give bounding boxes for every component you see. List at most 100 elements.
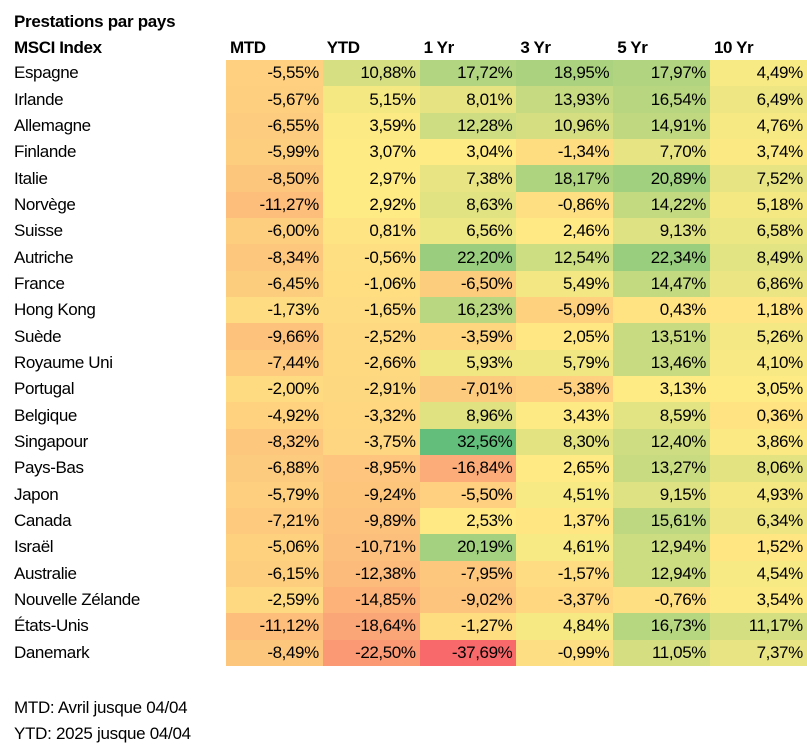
column-header: 10 Yr [713, 38, 754, 57]
country-label: Finlande [14, 142, 77, 162]
country-label: Irlande [14, 89, 64, 109]
heat-cell: -5,55% [226, 60, 323, 87]
heat-cell: 16,23% [419, 297, 517, 324]
heat-cell: 8,06% [709, 455, 807, 482]
heat-cell: 12,94% [613, 560, 710, 587]
country-label: Suisse [14, 221, 63, 241]
heat-cell: -9,66% [226, 323, 323, 350]
heat-cell: 3,43% [516, 402, 614, 429]
heat-cell: 14,47% [613, 270, 710, 298]
heat-cell: -9,02% [419, 586, 517, 614]
heat-cell: 6,86% [709, 270, 807, 298]
column-header: YTD [326, 38, 360, 57]
heat-cell: 1,37% [516, 507, 614, 535]
heat-cell: -22,50% [322, 639, 420, 666]
heat-cell: 1,18% [709, 297, 807, 324]
heat-cell: 22,34% [613, 244, 710, 271]
table-row: Australie -6,15% -12,38% -7,95% -1,57% 12,94%… [14, 560, 807, 587]
heat-cell: 5,79% [516, 349, 614, 377]
heat-cell: -1,65% [322, 297, 420, 324]
table-row: Royaume Uni -7,44% -2,66% 5,93% 5,79% 13,46% 4… [14, 349, 807, 377]
heat-cell: -5,09% [516, 297, 614, 324]
country-label: Suède [14, 326, 62, 346]
heat-cell: 16,73% [613, 613, 710, 640]
heat-cell: 0,36% [709, 402, 807, 429]
heat-cell: -9,24% [322, 481, 420, 508]
heat-cell: 7,37% [709, 639, 807, 666]
heat-cell: 14,22% [613, 191, 710, 219]
heat-cell: 3,04% [419, 139, 517, 166]
heat-cell: -14,85% [322, 586, 420, 614]
country-label: Israël [14, 537, 54, 557]
heat-cell: 3,59% [322, 112, 420, 140]
heat-cell: -8,34% [226, 244, 323, 271]
column-header: 3 Yr [520, 38, 551, 57]
heat-cell: 0,43% [613, 297, 710, 324]
heat-cell: 13,51% [613, 323, 710, 350]
country-label: États-Unis [14, 616, 89, 636]
heat-cell: -7,01% [419, 376, 517, 403]
heat-cell: -0,86% [516, 191, 614, 219]
heat-cell: 7,70% [613, 139, 710, 166]
table-row: Pays-Bas -6,88% -8,95% -16,84% 2,65% 13,27% 8,… [14, 455, 807, 482]
heat-cell: 13,27% [613, 455, 710, 482]
heat-cell: 8,30% [516, 428, 614, 456]
country-label: Espagne [14, 63, 79, 83]
heat-cell: -10,71% [322, 534, 420, 561]
heat-cell: 4,76% [709, 112, 807, 140]
heat-cell: -6,15% [226, 560, 323, 587]
column-header: 1 Yr [423, 38, 455, 57]
table-row: Autriche -8,34% -0,56% 22,20% 12,54% 22,34% 8,… [14, 244, 807, 271]
heat-cell: 17,72% [419, 60, 517, 87]
heat-cell: -3,37% [516, 586, 614, 614]
heat-cell: -4,92% [226, 402, 323, 429]
heat-cell: -11,12% [226, 613, 323, 640]
heat-cell: 4,84% [516, 613, 614, 640]
heat-cell: -6,55% [226, 112, 323, 140]
heat-cell: 13,93% [516, 86, 614, 113]
country-label: Canada [14, 511, 72, 531]
table-row: Japon -5,79% -9,24% -5,50% 4,51% 9,15% 4,93% [14, 481, 807, 508]
heat-cell: 8,01% [419, 86, 517, 113]
country-label: Australie [14, 563, 77, 583]
table-row: Suède -9,66% -2,52% -3,59% 2,05% 13,51% 5,26% [14, 323, 807, 350]
heat-cell: 12,28% [419, 112, 517, 140]
table-row: Italie -8,50% 2,97% 7,38% 18,17% 20,89% 7,52% [14, 165, 807, 192]
heat-cell: 5,49% [516, 270, 614, 298]
heat-cell: -8,95% [322, 455, 420, 482]
heat-cell: -12,38% [322, 560, 420, 587]
heat-cell: 12,94% [613, 534, 710, 561]
heat-cell: 3,13% [613, 376, 710, 403]
heat-cell: 3,54% [709, 586, 807, 614]
heat-cell: -5,79% [226, 481, 323, 508]
table-row: Canada -7,21% -9,89% 2,53% 1,37% 15,61% 6,34% [14, 507, 807, 535]
heat-cell: -6,88% [226, 455, 323, 482]
note-mtd: MTD: Avril jusque 04/04 [14, 698, 188, 717]
country-label: France [14, 273, 65, 293]
heat-cell: -37,69% [419, 639, 517, 666]
heat-cell: 12,54% [516, 244, 614, 271]
heat-cell: 12,40% [613, 428, 710, 456]
heat-cell: -6,45% [226, 270, 323, 298]
heat-cell: 5,15% [322, 86, 420, 113]
heat-cell: 3,07% [322, 139, 420, 166]
heat-cell: 2,53% [419, 507, 517, 535]
heat-cell: -1,27% [419, 613, 517, 640]
heat-cell: 3,74% [709, 139, 807, 166]
heat-cell: -7,44% [226, 349, 323, 377]
table-row: Finlande -5,99% 3,07% 3,04% -1,34% 7,70% 3,74% [14, 139, 807, 166]
heat-cell: -8,49% [226, 639, 323, 666]
heat-cell: -0,99% [516, 639, 614, 666]
heat-cell: 6,58% [709, 218, 807, 245]
heat-cell: 7,38% [419, 165, 517, 192]
column-header: 5 Yr [617, 38, 648, 57]
heat-cell: 4,49% [709, 60, 807, 87]
heat-cell: 5,26% [709, 323, 807, 350]
heat-cell: -18,64% [322, 613, 420, 640]
heat-cell: -2,52% [322, 323, 420, 350]
heat-cell: 17,97% [613, 60, 710, 87]
heat-cell: 2,97% [322, 165, 420, 192]
table-row: Allemagne -6,55% 3,59% 12,28% 10,96% 14,91% 4,… [14, 112, 807, 140]
country-label: Autriche [14, 247, 74, 267]
heat-cell: -16,84% [419, 455, 517, 482]
